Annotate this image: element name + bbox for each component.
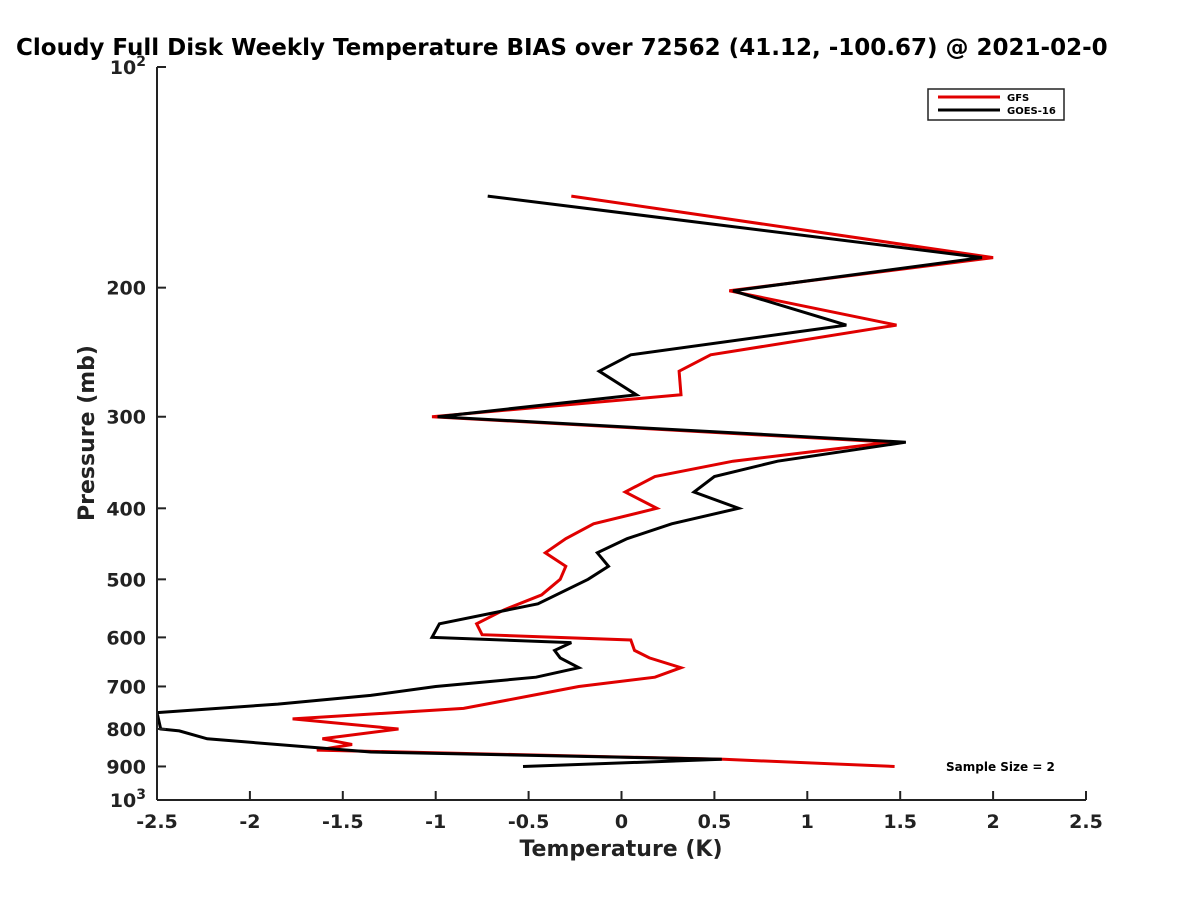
- x-tick-label: 0: [615, 811, 628, 833]
- x-tick-label: -2.5: [136, 811, 178, 833]
- legend: GFS GOES-16: [927, 88, 1065, 121]
- x-tick-label: -1: [425, 811, 446, 833]
- x-tick-label: 0.5: [698, 811, 732, 833]
- y-tick-label: 200: [106, 278, 146, 300]
- legend-label: GFS: [1007, 93, 1029, 104]
- x-tick-label: 2.5: [1069, 811, 1103, 833]
- y-tick-label: 400: [106, 498, 146, 520]
- y-tick-label: 102: [110, 54, 146, 79]
- series-line-gfs: [292, 194, 994, 768]
- x-tick-label: -2: [239, 811, 260, 833]
- y-tick-label: 103: [110, 787, 146, 812]
- legend-box: [927, 88, 1065, 121]
- x-axis: -2.5 -2 -1.5 -1 -0.5 0 0.5 1 1.5 2 2.5: [136, 791, 1103, 833]
- y-tick-label: 600: [106, 627, 146, 649]
- y-tick-label: 900: [106, 756, 146, 778]
- plot-area: [156, 67, 1086, 801]
- x-tick-label: 2: [986, 811, 999, 833]
- y-tick-label: 800: [106, 719, 146, 741]
- y-axis: 102 200 300 400 500 600 700 800 900 103: [106, 54, 166, 812]
- y-tick-label: 300: [106, 407, 146, 429]
- legend-label: GOES-16: [1007, 106, 1056, 117]
- chart-title: Cloudy Full Disk Weekly Temperature BIAS…: [16, 35, 1108, 61]
- series-line-goes-16: [157, 194, 983, 768]
- x-tick-label: -0.5: [508, 811, 550, 833]
- y-tick-label: 700: [106, 676, 146, 698]
- x-tick-label: 1.5: [883, 811, 917, 833]
- x-tick-label: -1.5: [322, 811, 364, 833]
- x-tick-label: 1: [801, 811, 814, 833]
- y-axis-label: Pressure (mb): [75, 345, 100, 521]
- sample-size-annotation: Sample Size = 2: [946, 760, 1055, 774]
- y-tick-label: 500: [106, 569, 146, 591]
- x-axis-label: Temperature (K): [519, 837, 722, 862]
